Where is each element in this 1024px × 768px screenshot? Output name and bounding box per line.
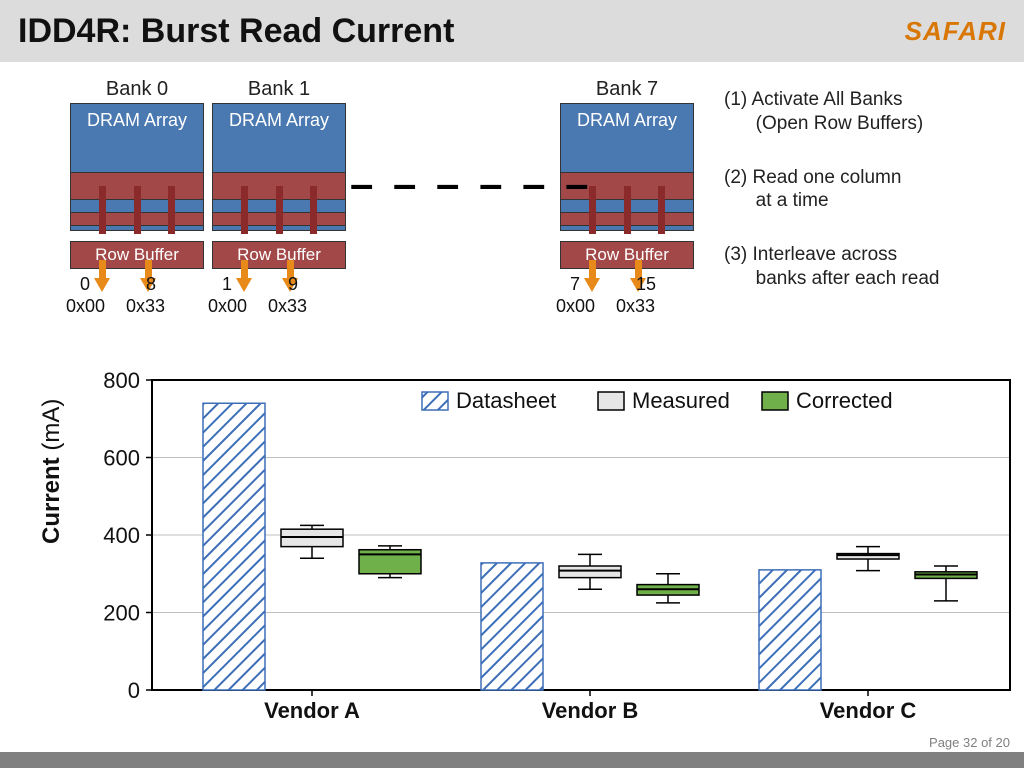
dram-array-label: DRAM Array [213, 110, 345, 131]
arrow-down-icon [236, 278, 252, 292]
bank-label: Bank 1 [212, 78, 346, 101]
chart-container: Current (mA) 0200400600800DatasheetMeasu… [44, 364, 1010, 728]
svg-text:Vendor C: Vendor C [820, 698, 917, 723]
dram-array: DRAM Array [70, 103, 204, 231]
footer-bar [0, 752, 1024, 768]
steps-text: (1) Activate All Banks (Open Row Buffers… [724, 88, 1014, 321]
cycle-number: 0 [80, 274, 90, 295]
svg-text:Corrected: Corrected [796, 388, 893, 413]
address-label: 0x33 [126, 296, 165, 317]
cycle-number: 15 [636, 274, 656, 295]
page-title: IDD4R: Burst Read Current [18, 12, 454, 51]
bank-block: Bank 1 DRAM Array Row Buffer [212, 78, 346, 269]
arrow-down-icon [99, 260, 106, 278]
svg-text:Measured: Measured [632, 388, 730, 413]
bank-label: Bank 0 [70, 78, 204, 101]
arrow-down-icon [241, 260, 248, 278]
safari-brand: SAFARI [905, 16, 1006, 47]
step-text: (3) Interleave across banks after each r… [724, 243, 1014, 291]
header-bar: IDD4R: Burst Read Current SAFARI [0, 0, 1024, 62]
address-label: 0x33 [616, 296, 655, 317]
row-buffer: Row Buffer [560, 241, 694, 269]
svg-text:800: 800 [103, 368, 140, 393]
dram-array-label: DRAM Array [71, 110, 203, 131]
svg-text:400: 400 [103, 523, 140, 548]
y-axis-label: Current (mA) [38, 399, 66, 544]
dram-array-label: DRAM Array [561, 110, 693, 131]
svg-text:Datasheet: Datasheet [456, 388, 556, 413]
cycle-number: 8 [146, 274, 156, 295]
svg-text:0: 0 [128, 678, 140, 703]
cycle-number: 7 [570, 274, 580, 295]
arrow-down-icon [589, 260, 596, 278]
row-buffer: Row Buffer [212, 241, 346, 269]
svg-text:200: 200 [103, 601, 140, 626]
address-label: 0x00 [208, 296, 247, 317]
svg-text:Vendor B: Vendor B [542, 698, 639, 723]
step-text: (1) Activate All Banks (Open Row Buffers… [724, 88, 1014, 136]
current-chart: 0 200 400 600 800 Datasheet Measured Corrected V… [44, 364, 1012, 734]
svg-text:600: 600 [103, 446, 140, 471]
address-label: 0x00 [66, 296, 105, 317]
address-label: 0x33 [268, 296, 307, 317]
bank-block: Bank 0 DRAM Array Row Buffer [70, 78, 204, 269]
address-label: 0x00 [556, 296, 595, 317]
arrow-down-icon [584, 278, 600, 292]
ellipsis-dashes: – – – – – – [350, 160, 593, 208]
page-number: Page 32 of 20 [929, 735, 1010, 750]
arrow-down-icon [94, 278, 110, 292]
row-buffer: Row Buffer [70, 241, 204, 269]
bank-label: Bank 7 [560, 78, 694, 101]
step-text: (2) Read one column at a time [724, 166, 1014, 214]
svg-text:Vendor A: Vendor A [264, 698, 360, 723]
dram-array: DRAM Array [212, 103, 346, 231]
cycle-number: 9 [288, 274, 298, 295]
cycle-number: 1 [222, 274, 232, 295]
